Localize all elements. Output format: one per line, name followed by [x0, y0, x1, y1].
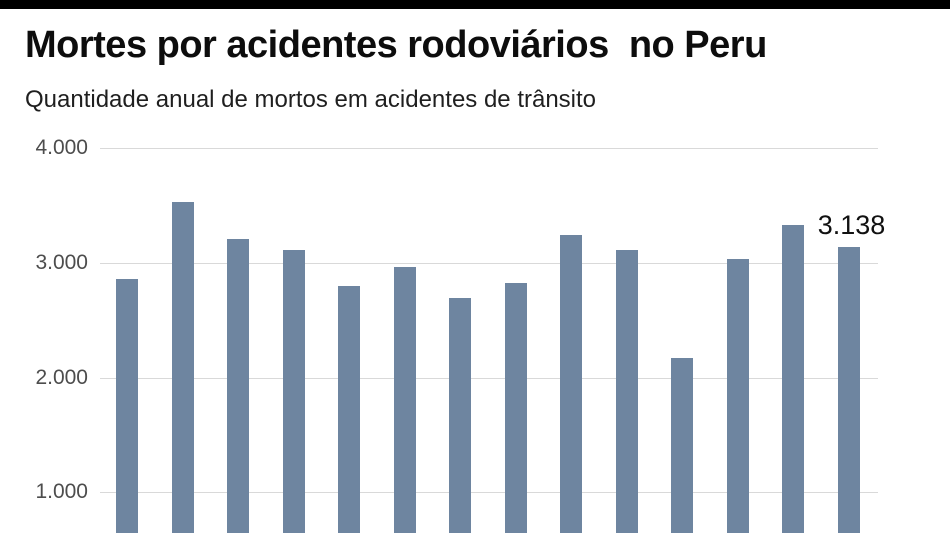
bar: [615, 250, 638, 533]
bar-value-label: 3.138: [817, 210, 886, 241]
bar: [393, 266, 416, 533]
chart-title: Mortes por acidentes rodoviários no Peru: [25, 24, 767, 66]
y-gridline: [100, 148, 878, 150]
top-border-bar: [0, 0, 950, 9]
bar: [782, 225, 804, 533]
bar: [338, 286, 360, 533]
chart-subtitle: Quantidade anual de mortos em acidentes …: [25, 86, 597, 113]
y-axis-tick-label: 1.000: [35, 480, 88, 504]
bar: [837, 247, 860, 533]
y-gridline: [100, 377, 878, 379]
y-axis-tick-label: 2.000: [35, 365, 88, 389]
bar: [282, 250, 305, 533]
y-axis-tick-label: 3.000: [35, 250, 88, 274]
y-gridline: [100, 262, 878, 264]
bar: [671, 358, 693, 533]
bar: [560, 234, 582, 533]
y-gridline: [100, 492, 878, 494]
bar: [504, 282, 527, 533]
y-axis-tick-label: 4.000: [35, 136, 88, 160]
bar: [449, 297, 471, 533]
bar: [227, 239, 249, 533]
bar: [116, 279, 138, 533]
bar: [726, 259, 749, 533]
bar: [171, 201, 194, 533]
